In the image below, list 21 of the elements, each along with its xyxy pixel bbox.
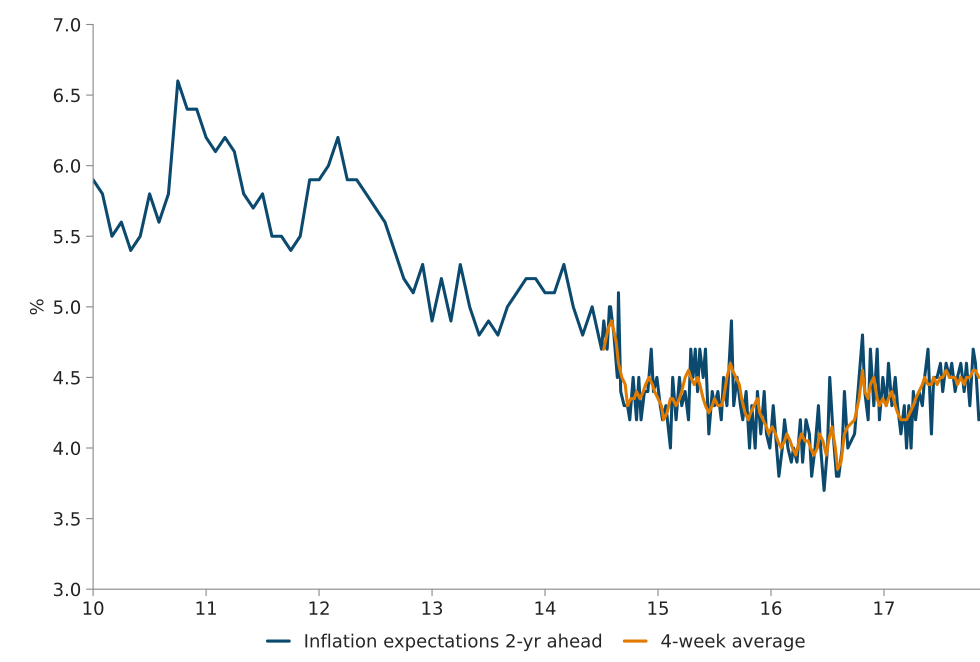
legend-label: 4-week average [661, 634, 805, 652]
y-tick-label: 6.5 [54, 88, 80, 102]
x-tick-label: 17 [874, 602, 894, 615]
y-tick-label: 5.5 [54, 230, 80, 244]
x-tick-label: 12 [310, 601, 329, 615]
x-tick-label: 15 [648, 602, 668, 615]
y-tick-label: 4.0 [53, 441, 80, 456]
legend-label: Inflation expectations 2-yr ahead [305, 634, 602, 652]
x-tick-label: 16 [761, 601, 782, 615]
y-tick-label: 4.5 [53, 371, 80, 385]
x-tick-label: 14 [536, 602, 556, 615]
y-tick-label: 3.0 [54, 582, 80, 596]
y-tick-label: 6.0 [54, 159, 80, 173]
x-tick-label: 11 [196, 602, 216, 615]
line-series [602, 319, 980, 471]
x-tick-label: 13 [422, 601, 442, 615]
y-axis-title: % [30, 299, 44, 314]
y-tick-label: 3.5 [54, 512, 80, 526]
x-tick-label: 10 [84, 601, 104, 615]
y-tick-label: 7.0 [54, 18, 80, 32]
y-tick-label: 5.0 [54, 300, 80, 314]
